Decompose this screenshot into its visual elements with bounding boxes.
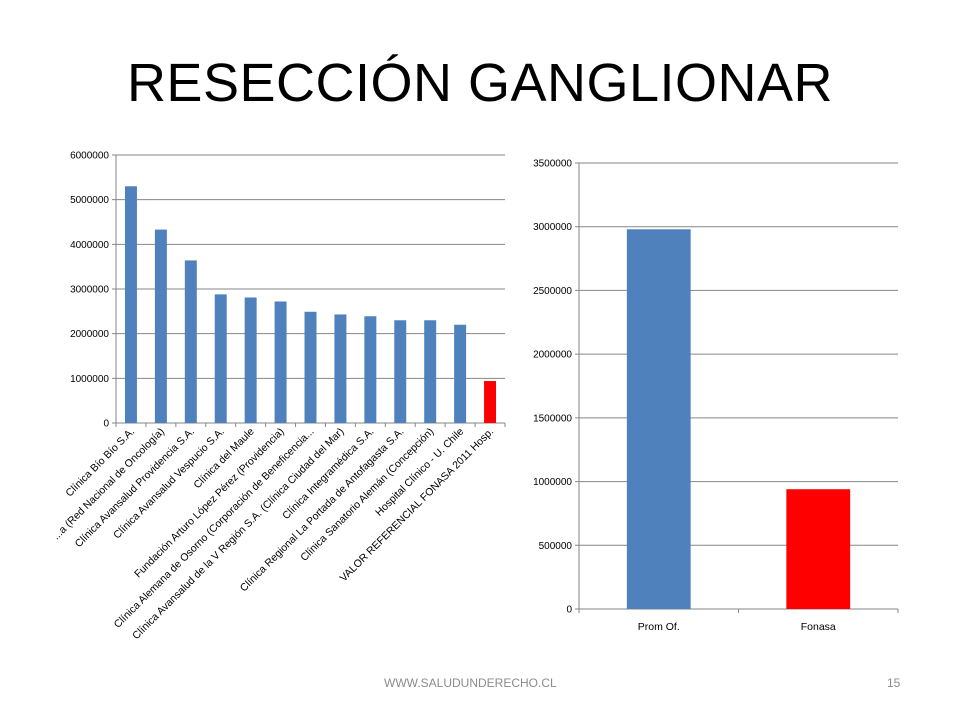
footer-website: WWW.SALUDUNDERECHO.CL [384,676,557,690]
bar [454,324,467,423]
y-tick-label: 2500000 [533,286,572,297]
x-category-label: Prom Of. [638,621,680,633]
bar [424,320,437,423]
bar [154,229,167,423]
bar [244,297,257,423]
slide-title: RESECCIÓN GANGLIONAR [126,53,834,113]
y-tick-label: 3500000 [533,159,572,170]
y-tick-label: 0 [103,419,109,430]
x-category-label: Fonasa [801,621,836,633]
y-tick-label: 3000000 [533,222,572,233]
bar [394,320,407,423]
slide-page-number: 15 [887,676,901,690]
y-tick-label: 1500000 [533,413,572,424]
bar [364,316,377,423]
bar [124,186,137,423]
y-tick-label: 1000000 [533,477,572,488]
y-tick-label: 5000000 [70,195,109,206]
y-tick-label: 6000000 [70,151,109,162]
y-tick-label: 1000000 [70,374,109,385]
bar [334,314,347,423]
y-tick-label: 500000 [539,541,573,552]
bar [786,489,851,609]
bar [304,311,317,423]
y-tick-label: 0 [566,605,572,616]
bar [274,301,287,423]
y-tick-label: 3000000 [70,285,109,296]
bar [214,294,227,423]
y-tick-label: 4000000 [70,240,109,251]
bar [626,229,691,609]
bar [184,260,197,423]
y-tick-label: 2000000 [533,350,572,361]
bar [484,381,497,423]
y-tick-label: 2000000 [70,329,109,340]
